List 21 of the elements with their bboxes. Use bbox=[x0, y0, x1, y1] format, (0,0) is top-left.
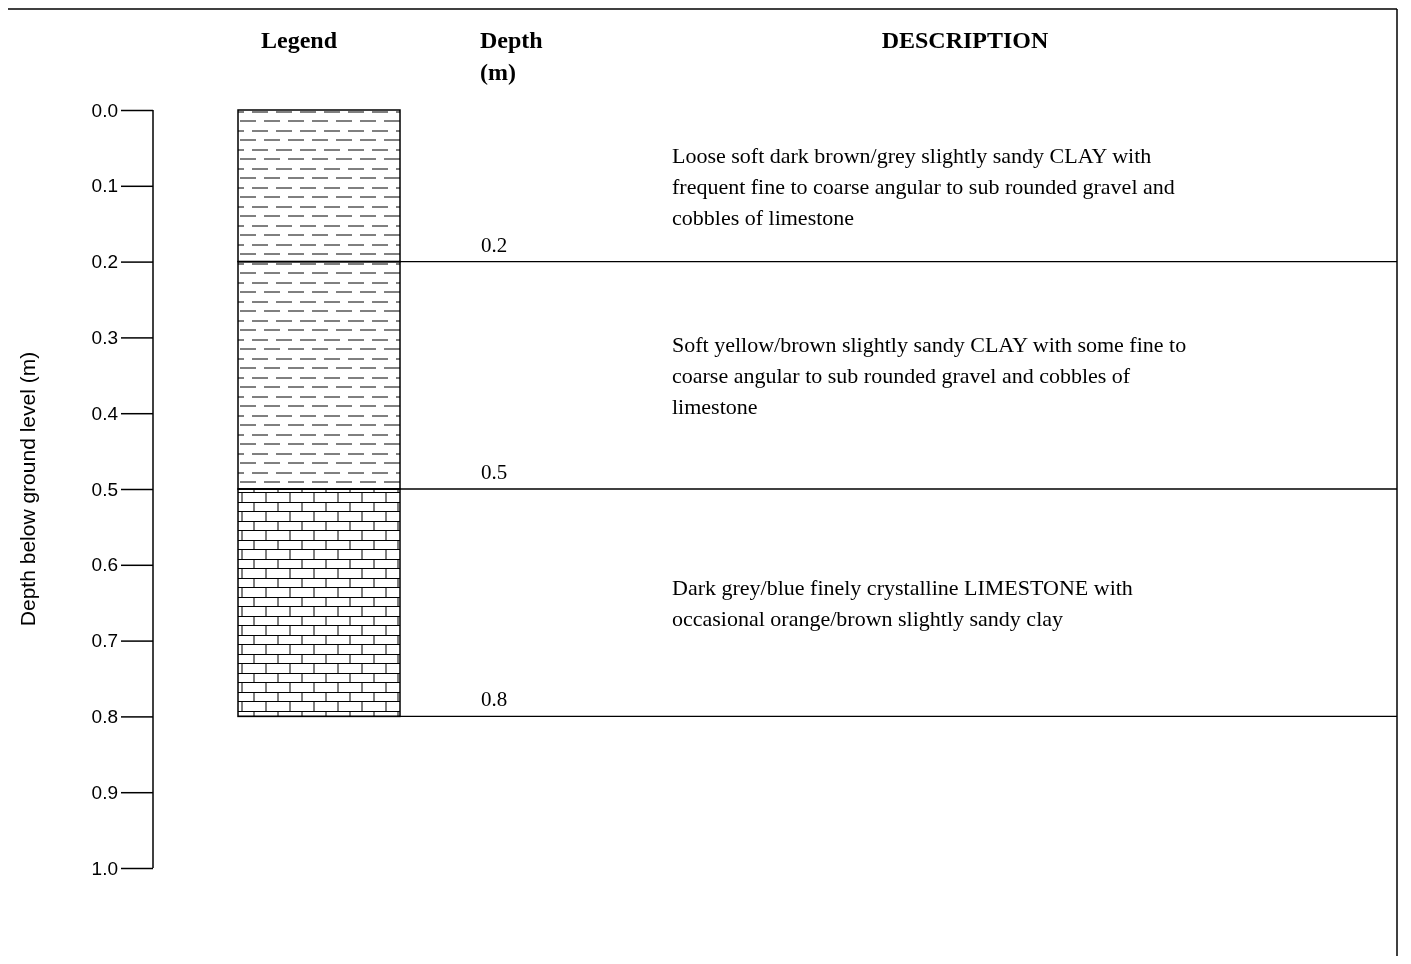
ref-line-label: 0.5 bbox=[480, 460, 508, 484]
y-tick-label: 0.1 bbox=[91, 175, 118, 197]
text: Depth (m) bbox=[480, 27, 543, 85]
ref-line-label: 0.2 bbox=[480, 232, 508, 257]
x-tick-label: Legend bbox=[260, 27, 338, 53]
y-tick-label: 0.8 bbox=[91, 705, 118, 727]
y-tick-label: 0.7 bbox=[91, 630, 118, 652]
y-tick-label: 1.0 bbox=[91, 857, 118, 879]
ref-line-label: 0.8 bbox=[480, 687, 508, 712]
text: Soft yellow/brown slightly sandy CLAY with some fine to coarse angular to sub rounded gravel and cobbles of limestone bbox=[672, 332, 1187, 419]
text: Dark grey/blue finely crystalline LIMESTONE with occasional orange/brown slightly sandy clay bbox=[672, 574, 1133, 631]
y-axis-title: Depth below ground level (m) bbox=[16, 351, 39, 627]
y-tick-label: 0.0 bbox=[91, 99, 118, 121]
y-tick-label: 0.2 bbox=[91, 251, 118, 273]
y-tick-label: 0.6 bbox=[91, 554, 118, 576]
y-tick-label: 0.5 bbox=[91, 478, 118, 500]
y-tick-label: 0.3 bbox=[91, 326, 118, 348]
y-tick-label: 0.9 bbox=[91, 781, 118, 803]
text: DESCRIPTION bbox=[881, 27, 1050, 53]
text: Loose soft dark brown/grey slightly sandy CLAY with frequent fine to coarse angular to sub rounded gravel and cobbles of limestone bbox=[672, 142, 1175, 230]
y-tick-label: 0.4 bbox=[91, 402, 119, 424]
